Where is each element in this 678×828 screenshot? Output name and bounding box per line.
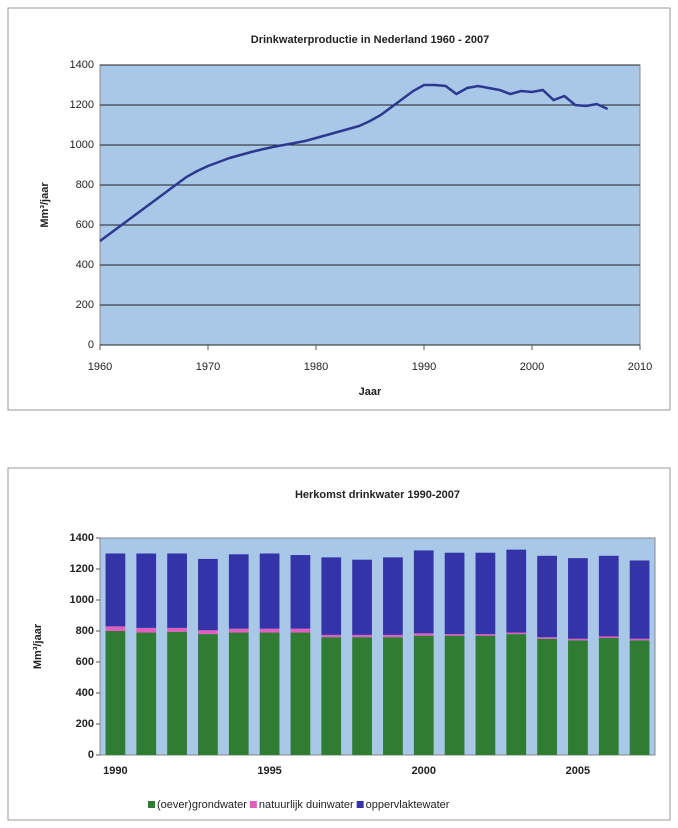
bar-segment (413, 635, 434, 755)
bar-segment (228, 554, 249, 629)
y-tick-label: 200 (76, 718, 94, 730)
bar-segment (352, 634, 372, 638)
bar-segment (290, 632, 311, 755)
y-tick-label: 1000 (70, 139, 94, 151)
y-axis-label: Mm³/jaar (39, 182, 51, 228)
y-tick-label: 600 (76, 656, 94, 668)
data-line (99, 83, 609, 243)
chart-title: Drinkwaterproductie in Nederland 1960 - … (251, 34, 489, 46)
bar-segment (598, 636, 619, 638)
bar-segment (506, 549, 527, 633)
x-tick-label: 1960 (88, 361, 112, 373)
bar-segment (105, 553, 126, 627)
bar-segment (136, 632, 157, 755)
bar-segment (598, 637, 619, 755)
bar-segment (506, 632, 527, 635)
bar-segment (167, 553, 187, 628)
x-tick-label: 2005 (566, 765, 590, 777)
bar-segment (568, 638, 588, 641)
legend-label: (oever)grondwater (157, 799, 247, 811)
chart-title: Herkomst drinkwater 1990-2007 (295, 489, 460, 501)
bar-segment (413, 633, 434, 636)
bar-segment (475, 634, 496, 636)
bar-segment (136, 553, 157, 628)
bar-segment (568, 558, 588, 639)
bar-segment (167, 627, 187, 632)
x-tick-label: 1970 (196, 361, 220, 373)
bar-segment (259, 553, 280, 629)
x-tick-label: 1995 (257, 765, 281, 777)
y-tick-label: 400 (76, 259, 94, 271)
bar-segment (321, 637, 342, 755)
bar-segment (321, 634, 342, 638)
y-tick-label: 400 (76, 687, 94, 699)
bar-segment (629, 638, 650, 641)
y-tick-label: 0 (88, 749, 94, 761)
bar-segment (383, 634, 403, 638)
y-tick-label: 200 (76, 299, 94, 311)
x-tick-label: 1980 (304, 361, 328, 373)
bar-segment (475, 635, 496, 755)
bar-segment (383, 557, 403, 635)
bar-segment (568, 640, 588, 755)
x-tick-label: 2010 (628, 361, 652, 373)
x-axis-label: Jaar (359, 386, 382, 398)
x-tick-label: 2000 (412, 765, 436, 777)
bar-segment (537, 638, 557, 755)
bar-segment (444, 552, 465, 635)
x-tick-label: 2000 (520, 361, 544, 373)
bar-segment (506, 634, 527, 755)
y-tick-label: 0 (88, 339, 94, 351)
bar-segment (444, 634, 465, 636)
bar-segment (228, 628, 249, 633)
y-axis-label: Mm³/jaar (32, 623, 44, 669)
bar-segment (167, 631, 187, 755)
bar-segment (198, 630, 218, 635)
bar-segment (537, 637, 557, 639)
legend-swatch (356, 801, 364, 808)
bar-segment (105, 626, 126, 631)
y-tick-label: 1400 (70, 59, 94, 71)
y-tick-label: 800 (76, 179, 94, 191)
bar-segment (198, 558, 218, 631)
legend-label: natuurlijk duinwater (259, 799, 354, 811)
bar-segment (228, 632, 249, 755)
y-tick-label: 800 (76, 625, 94, 637)
bar-segment (321, 557, 342, 635)
x-tick-label: 1990 (103, 765, 127, 777)
bar-segment (475, 552, 496, 635)
y-tick-label: 1200 (70, 563, 94, 575)
bar-segment (105, 631, 126, 755)
bar-segment (444, 635, 465, 755)
y-tick-label: 1200 (70, 99, 94, 111)
bar-segment (352, 637, 372, 755)
bar-segment (198, 634, 218, 755)
bar-segment (629, 640, 650, 755)
bar-segment (383, 637, 403, 755)
y-tick-label: 1000 (70, 594, 94, 606)
legend-swatch (148, 801, 155, 808)
bar-segment (629, 560, 650, 639)
bar-segment (290, 628, 311, 633)
bar-segment (413, 550, 434, 634)
x-tick-label: 1990 (412, 361, 436, 373)
legend-label: oppervlaktewater (366, 799, 450, 811)
bar-segment (259, 628, 280, 633)
plot-area (99, 537, 656, 756)
y-tick-label: 600 (76, 219, 94, 231)
plot-area (99, 64, 641, 346)
bar-segment (290, 555, 311, 629)
bar-segment (598, 555, 619, 637)
y-tick-label: 1400 (70, 532, 94, 544)
bar-segment (537, 555, 557, 638)
bar-segment (136, 627, 157, 633)
legend-swatch (249, 801, 257, 808)
bar-segment (352, 559, 372, 635)
bar-segment (259, 632, 280, 755)
